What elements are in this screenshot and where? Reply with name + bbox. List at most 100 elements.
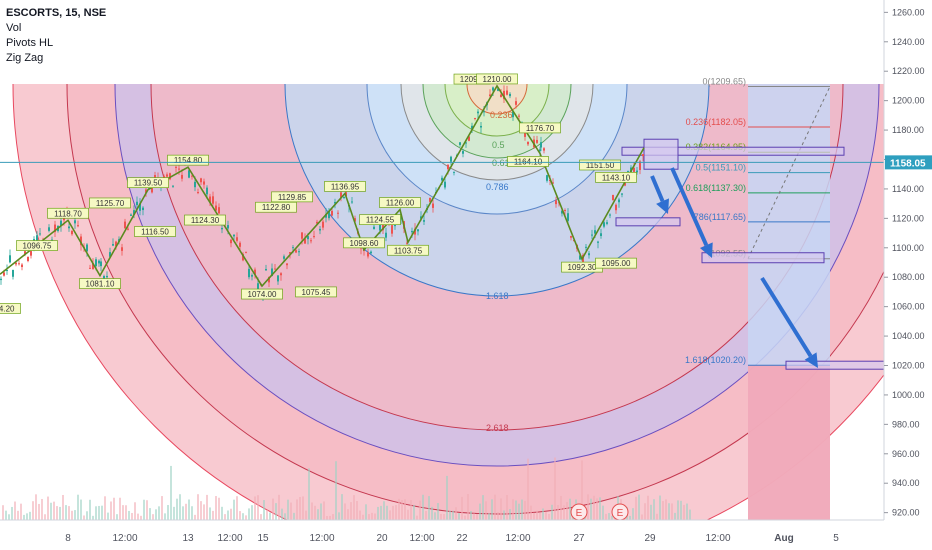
candle-body bbox=[594, 230, 596, 234]
candle-body bbox=[215, 205, 217, 211]
volume-bar bbox=[521, 499, 523, 520]
volume-bar bbox=[518, 503, 520, 520]
projection-arrows-layer bbox=[650, 167, 818, 368]
candle-body bbox=[406, 242, 408, 244]
volume-bar bbox=[209, 507, 211, 520]
time-tick-label: 12:00 bbox=[217, 533, 242, 544]
candle-body bbox=[242, 253, 244, 261]
volume-bar bbox=[173, 506, 175, 520]
candle-body bbox=[221, 227, 223, 230]
candle-body bbox=[429, 197, 431, 202]
candle-body bbox=[265, 268, 267, 271]
candle-body bbox=[239, 242, 241, 247]
candle-body bbox=[450, 156, 452, 162]
volume-bar bbox=[314, 505, 316, 520]
volume-bar bbox=[680, 500, 682, 520]
target-zone-box bbox=[785, 360, 884, 370]
volume-bar bbox=[341, 494, 343, 520]
candle-body bbox=[621, 193, 623, 195]
volume-bar bbox=[662, 501, 664, 520]
volume-bar bbox=[386, 505, 388, 520]
arrow-small-shaft bbox=[650, 175, 665, 202]
candle-body bbox=[503, 90, 505, 100]
fib-extension-lower bbox=[748, 365, 830, 520]
candle-body bbox=[86, 244, 88, 252]
volume-bar bbox=[293, 512, 295, 520]
volume-bar bbox=[659, 495, 661, 520]
candle-body bbox=[203, 181, 205, 185]
price-tick-label: 920.00 bbox=[892, 508, 920, 518]
candle-body bbox=[328, 210, 330, 219]
volume-bar bbox=[359, 510, 361, 520]
candle-body bbox=[612, 194, 614, 201]
candle-body bbox=[197, 192, 199, 194]
volume-bar bbox=[305, 510, 307, 520]
candle-body bbox=[546, 175, 548, 181]
volume-bar bbox=[107, 512, 109, 520]
pivot-label: 1129.85 bbox=[278, 193, 307, 202]
target-zone-box bbox=[621, 146, 845, 156]
volume-bar bbox=[401, 499, 403, 520]
volume-bar bbox=[668, 503, 670, 520]
volume-bar bbox=[503, 510, 505, 520]
time-tick-label: 27 bbox=[573, 533, 585, 544]
volume-bar bbox=[101, 505, 103, 520]
indicator-vol[interactable]: Vol bbox=[6, 22, 22, 34]
candle-body bbox=[370, 251, 372, 254]
volume-bar bbox=[128, 510, 130, 520]
volume-bar bbox=[137, 513, 139, 520]
pivot-label-box bbox=[255, 201, 297, 213]
volume-bar bbox=[548, 513, 550, 520]
volume-bar bbox=[500, 498, 502, 520]
candle-body bbox=[588, 253, 590, 256]
candle-body bbox=[322, 221, 324, 228]
volume-bar bbox=[299, 496, 301, 520]
candle-body bbox=[618, 199, 620, 203]
candle-body bbox=[166, 174, 168, 177]
volume-bar bbox=[212, 510, 214, 520]
candle-body bbox=[112, 244, 114, 246]
candle-body bbox=[200, 178, 202, 183]
volume-bar bbox=[278, 494, 280, 520]
volume-bar bbox=[320, 503, 322, 520]
price-tick-label: 1060.00 bbox=[892, 302, 925, 312]
pivot-label: 1074.00 bbox=[248, 290, 277, 299]
indicator-pivots-hl[interactable]: Pivots HL bbox=[6, 37, 54, 49]
price-tick-label: 1120.00 bbox=[892, 213, 924, 223]
volume-bar bbox=[458, 513, 460, 520]
symbol-title[interactable]: ESCORTS, 15, NSE bbox=[6, 7, 107, 19]
volume-bar bbox=[689, 509, 691, 520]
candle-body bbox=[68, 226, 70, 229]
pivot-label: 1122.80 bbox=[262, 203, 291, 212]
arrow-mid-head bbox=[699, 242, 713, 258]
candle-body bbox=[121, 247, 123, 251]
candle-body bbox=[95, 259, 97, 267]
indicator-zig-zag[interactable]: Zig Zag bbox=[6, 52, 44, 64]
volume-bar bbox=[266, 509, 268, 520]
pivot-label: 1124.55 bbox=[366, 216, 395, 225]
volume-bar bbox=[122, 505, 124, 520]
volume-bar bbox=[491, 499, 493, 520]
candle-body bbox=[289, 252, 291, 254]
volume-bar bbox=[236, 496, 238, 520]
volume-bar bbox=[671, 503, 673, 520]
candle-body bbox=[18, 263, 20, 265]
arrow-small-head bbox=[656, 198, 670, 214]
candle-body bbox=[233, 234, 235, 237]
candle-body bbox=[367, 252, 369, 257]
zigzag-layer: 1064.20 1096.75 1118.70 1081.10 1125.70 1139.… bbox=[0, 73, 884, 314]
fib-circle-label: 0.618 bbox=[492, 158, 515, 168]
volume-bar bbox=[35, 494, 37, 520]
candle-body bbox=[444, 181, 446, 188]
volume-bar bbox=[419, 500, 421, 520]
volume-bar bbox=[488, 513, 490, 520]
candle-body bbox=[36, 235, 38, 241]
volume-bar bbox=[551, 504, 553, 520]
pivot-label-box bbox=[79, 278, 121, 289]
volume-bar bbox=[368, 514, 370, 520]
volume-bar bbox=[512, 499, 514, 520]
target-zone-box bbox=[643, 138, 679, 170]
